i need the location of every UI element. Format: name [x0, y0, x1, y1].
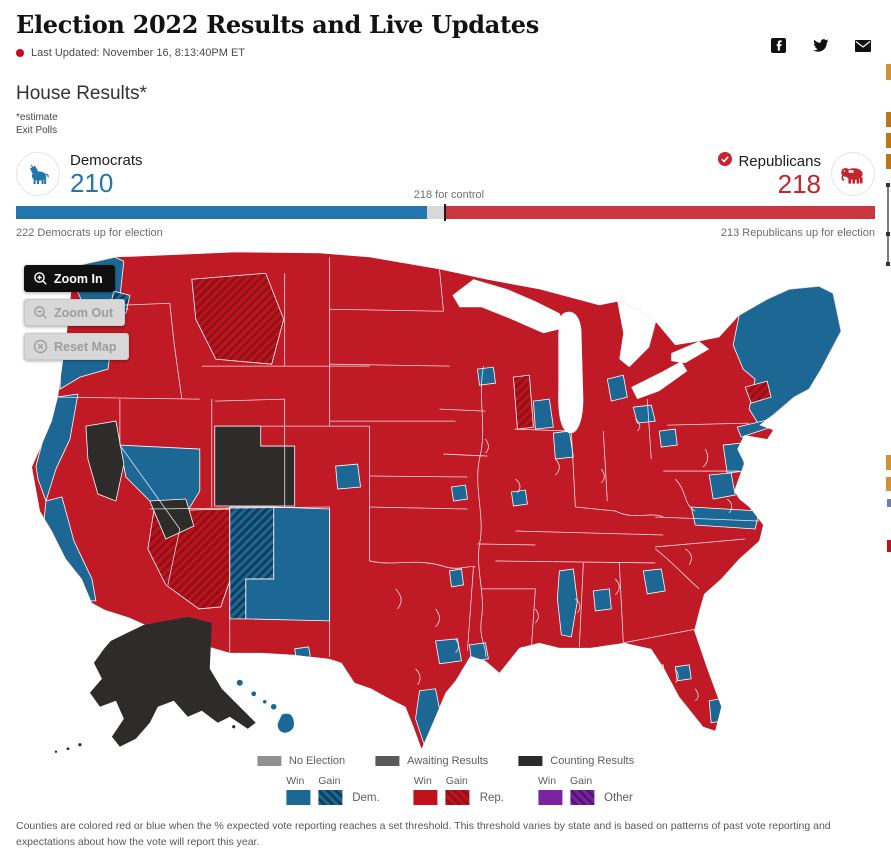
republican-elephant-icon: [831, 152, 875, 196]
rep-win-swatch: [413, 790, 438, 805]
republicans-seats: 218: [777, 169, 821, 199]
democrat-bar-segment: [16, 206, 428, 219]
page-title: Election 2022 Results and Live Updates: [16, 10, 539, 39]
other-win-swatch: [538, 790, 563, 805]
reset-map-button[interactable]: Reset Map: [24, 333, 129, 360]
republican-bar-segment: [443, 206, 875, 219]
counting-regions: [85, 420, 296, 540]
great-lakes: [452, 279, 710, 434]
district-boundaries: [57, 257, 760, 702]
hawaii[interactable]: [236, 679, 295, 733]
legend-republican-group: Win Gain Rep.: [413, 775, 505, 805]
democrats-up-label: 222 Democrats up for election: [16, 227, 163, 239]
share-bar: [771, 38, 871, 53]
house-map[interactable]: [16, 249, 875, 761]
control-bar: 218 for control 222 Democrats up for ele…: [16, 189, 875, 239]
magnifier-minus-icon: [33, 305, 48, 320]
dem-gain-swatch: [318, 790, 343, 805]
estimate-note: *estimate: [16, 112, 58, 123]
map-footnote: Counties are colored red or blue when th…: [16, 820, 831, 848]
magnifier-plus-icon: [33, 271, 48, 286]
last-updated-text: Last Updated: November 16, 8:13:40PM ET: [31, 47, 246, 59]
democrats-header: Democrats 210: [16, 152, 875, 197]
live-dot-icon: [16, 49, 24, 57]
republicans-header: Republicans 218: [718, 152, 875, 198]
legend-no-election: No Election: [256, 755, 345, 767]
last-updated-row: Last Updated: November 16, 8:13:40PM ET: [16, 47, 875, 59]
rep-gain-swatch: [445, 790, 470, 805]
republicans-label: Republicans: [738, 152, 821, 170]
legend-counting-results: Counting Results: [518, 755, 634, 767]
right-edge-cutoff-content: [885, 0, 891, 847]
email-icon[interactable]: [855, 39, 871, 52]
alaska[interactable]: [54, 616, 256, 753]
zoom-in-button[interactable]: Zoom In: [24, 265, 115, 292]
legend-other-group: Win Gain Other: [538, 775, 633, 805]
undecided-bar-segment: [427, 206, 444, 219]
control-threshold-tick: [444, 204, 447, 221]
zoom-out-button[interactable]: Zoom Out: [24, 299, 126, 326]
map-container: Zoom In Zoom Out Reset Map No Election A…: [16, 249, 875, 805]
section-title: House Results*: [16, 83, 147, 104]
awaiting-results-swatch: [375, 756, 400, 766]
other-gain-swatch: [570, 790, 595, 805]
exit-polls-link[interactable]: Exit Polls: [16, 125, 58, 136]
democrats-label: Democrats: [70, 152, 143, 169]
continental-districts[interactable]: [16, 249, 875, 760]
house-section-header: House Results* *estimate Exit Polls: [0, 83, 891, 136]
twitter-icon[interactable]: [812, 38, 829, 53]
legend-democrat-group: Win Gain Dem.: [286, 775, 380, 805]
header: Election 2022 Results and Live Updates L…: [0, 6, 891, 59]
republicans-up-label: 213 Republicans up for election: [720, 227, 875, 239]
circle-x-icon: [33, 339, 48, 354]
balance-of-power: Democrats 210 Republicans 218: [0, 152, 891, 239]
dem-win-swatch: [286, 790, 311, 805]
no-election-swatch: [256, 756, 281, 766]
map-legend: No Election Awaiting Results Counting Re…: [256, 755, 634, 805]
winner-check-icon: [718, 152, 733, 170]
map-controls: Zoom In Zoom Out Reset Map: [24, 265, 129, 360]
democrat-donkey-icon: [16, 152, 60, 196]
control-threshold-label: 218 for control: [413, 189, 485, 201]
counting-results-swatch: [518, 756, 543, 766]
legend-awaiting-results: Awaiting Results: [375, 755, 488, 767]
facebook-icon[interactable]: [771, 38, 786, 53]
democrats-seats: 210: [70, 168, 114, 198]
